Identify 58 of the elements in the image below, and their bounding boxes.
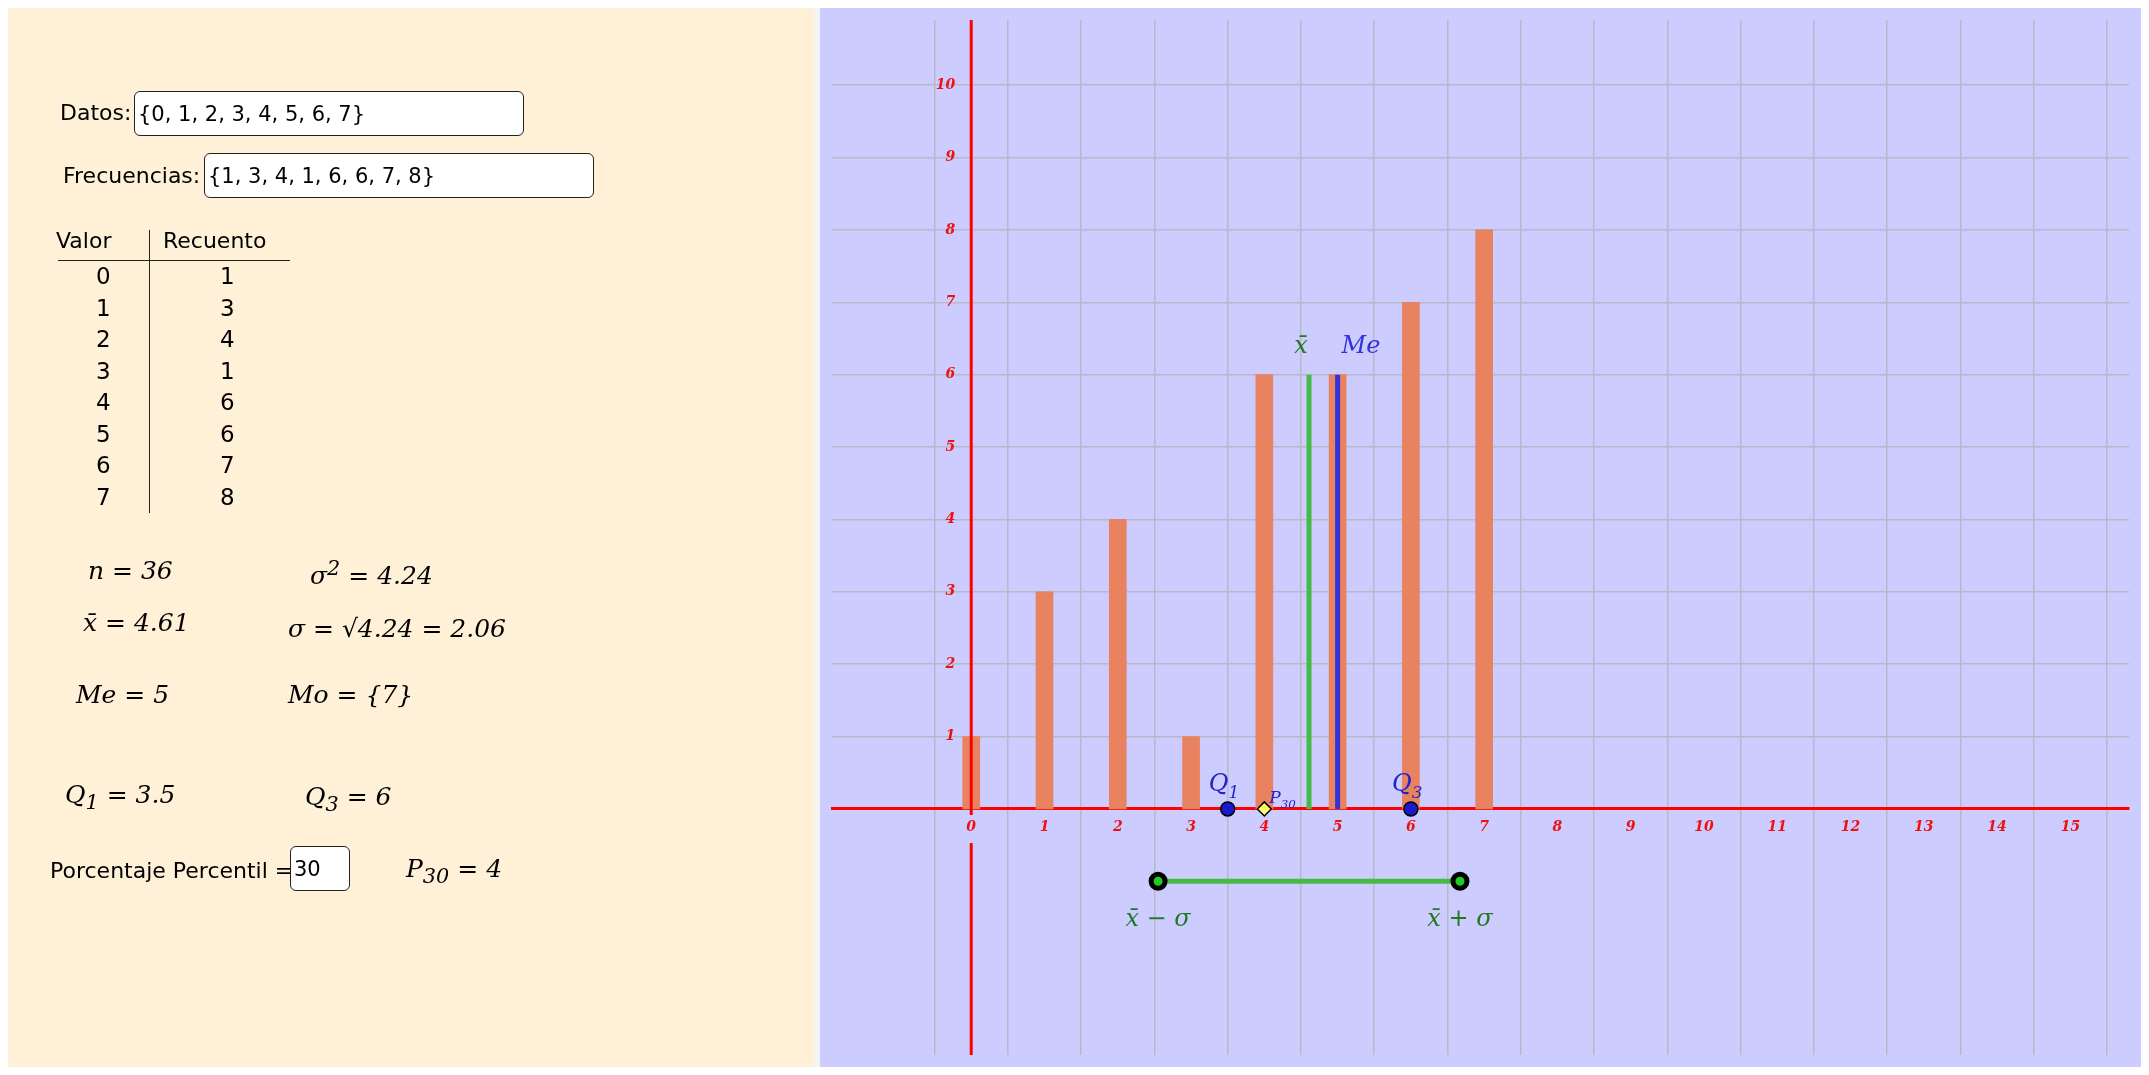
bar (1475, 229, 1493, 810)
text: Datos: (60, 100, 132, 125)
text: 2 4 (96, 326, 235, 352)
text: {0, 1, 2, 3, 4, 5, 6, 7} (134, 91, 524, 136)
y-tick-label: 8 (945, 220, 956, 237)
annotation: x̄ − σ (1125, 904, 1192, 933)
x-tick-label: 7 (1479, 817, 1490, 834)
y-tick-label: 7 (945, 292, 956, 309)
y-tick-label: 6 (945, 365, 956, 382)
text: {1, 3, 4, 1, 6, 6, 7, 8} (204, 153, 594, 198)
y-tick-label: 3 (945, 582, 956, 599)
text: Recuento (163, 228, 267, 253)
y-tick-label: 1 (945, 727, 956, 744)
x-tick-label: 13 (1914, 817, 1934, 834)
x-tick-label: 9 (1625, 817, 1636, 834)
x-tick-label: 2 (1111, 817, 1123, 834)
text: 4 6 (96, 389, 235, 415)
text: Q$_{3}$ = 6 (305, 782, 392, 816)
x-tick-label: 6 (1406, 817, 1417, 834)
text: n = 36 (88, 556, 173, 585)
y-tick-label: 9 (945, 148, 956, 165)
bar (1182, 736, 1200, 810)
text: P$_{30}$ = 4 (406, 854, 503, 888)
text: Valor (56, 228, 112, 253)
annotation: x̄ + σ (1427, 904, 1494, 933)
text: Me = 5 (76, 680, 170, 709)
y-tick-label: 2 (944, 654, 956, 671)
text: σ$^{2}$ = 4.24 (310, 556, 433, 591)
text: Q$_{1}$ = 3.5 (65, 780, 176, 814)
x-tick-label: 5 (1332, 817, 1343, 834)
x-tick-label: 15 (2060, 817, 2081, 834)
x-tick-label: 0 (966, 817, 977, 834)
text: 6 7 (96, 452, 235, 478)
y-tick-label: 5 (945, 437, 956, 454)
text: 7 8 (96, 483, 235, 510)
series-label: Me (1340, 330, 1381, 359)
x-tick-label: 10 (1694, 817, 1714, 834)
y-tick-label: 4 (945, 510, 956, 527)
bar (1108, 519, 1127, 810)
x-tick-label: 1 (1039, 817, 1050, 834)
x-tick-label: 11 (1767, 817, 1788, 834)
text: Mo = {7} (288, 680, 414, 709)
x-tick-label: 3 (1186, 817, 1197, 834)
y-tick-label: 10 (935, 75, 956, 92)
x-tick-label: 8 (1552, 817, 1563, 834)
text: 5 6 (96, 420, 235, 447)
text: Frecuencias: (63, 163, 201, 188)
x-tick-label: 4 (1259, 817, 1270, 834)
text: x̄ = 4.61 (83, 608, 190, 637)
series-label: x̄ (1294, 330, 1309, 359)
x-tick-label: 14 (1987, 817, 2007, 834)
bar (1035, 591, 1054, 810)
text: 30 (294, 857, 321, 881)
text: σ = √4.24 = 2.06 (288, 614, 507, 643)
text: 3 1 (96, 357, 235, 384)
x-tick-label: 12 (1840, 817, 1861, 834)
text: 1 3 (96, 294, 235, 321)
text: 0 1 (96, 263, 235, 289)
